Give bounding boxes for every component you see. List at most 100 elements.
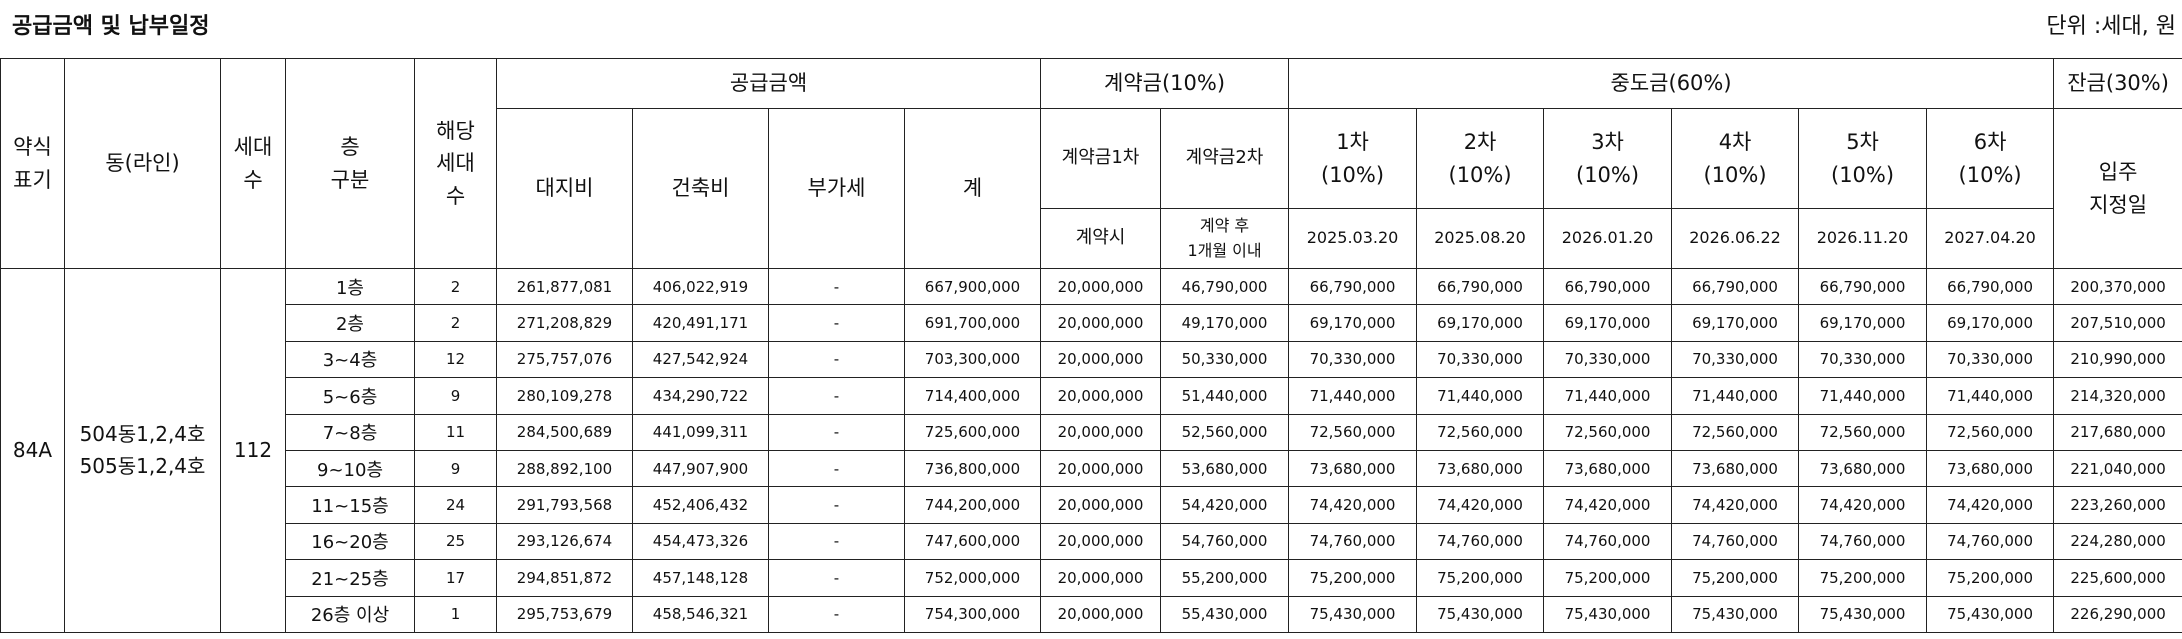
cell-building-cost: 454,473,326 [632,522,769,561]
table-row: 5~6층 9 280,109,278 434,290,722-714,400,000 2… [1,377,2182,415]
cell-floor: 11~15층 [285,486,415,524]
cell-middle-6: 74,420,000 [1926,486,2055,524]
cell-count: 2 [414,267,497,306]
header-supply-amount: 공급금액 [495,58,1042,109]
cell-middle-3: 74,760,000 [1543,522,1673,561]
cell-land-cost: 294,851,872 [496,559,633,597]
cell-middle-6: 66,790,000 [1926,267,2055,306]
cell-land-cost: 261,877,081 [496,267,633,306]
table-row: 16~20층 25 293,126,674 454,473,326-747,600,0… [1,522,2182,561]
header-dong: 동(라인) [64,58,221,269]
table-row: 84A 504동1,2,4호 505동1,2,4호 112 1층 2 261,877,081… [0,267,2182,633]
cell-contract-2: 53,680,000 [1160,449,1290,488]
cell-middle-6: 75,200,000 [1926,559,2055,597]
cell-land-cost: 271,208,829 [496,304,633,342]
cell-middle-3: 73,680,000 [1543,449,1673,488]
cell-building-cost: 434,290,722 [632,377,769,415]
header-middle-4: 4차 (10%) [1671,108,1800,209]
cell-contract-2: 49,170,000 [1160,304,1290,342]
cell-contract-1: 20,000,000 [1040,449,1162,488]
cell-middle-2: 74,760,000 [1416,522,1545,561]
cell-middle-1: 74,760,000 [1288,522,1418,561]
cell-building-cost: 420,491,171 [632,304,769,342]
cell-middle-3: 70,330,000 [1543,340,1673,379]
cell-total: 736,800,000 [903,449,1042,488]
cell-vat: - [768,595,905,633]
cell-dong: 504동1,2,4호 505동1,2,4호 [64,268,221,633]
cell-middle-2: 70,330,000 [1416,340,1545,379]
cell-middle-3: 72,560,000 [1543,413,1673,451]
header-contract-deposit: 계약금(10%) [1040,58,1290,109]
header-abbr: 약식 표기 [0,58,65,269]
cell-count: 1 [414,595,497,633]
cell-total: 703,300,000 [903,340,1042,379]
cell-middle-1: 74,420,000 [1288,486,1418,524]
cell-balance: 207,510,000 [2053,304,2182,342]
cell-balance: 224,280,000 [2053,522,2182,561]
cell-middle-1: 72,560,000 [1288,413,1418,451]
cell-total: 691,700,000 [903,304,1042,342]
cell-middle-1: 71,440,000 [1288,377,1418,415]
cell-balance: 226,290,000 [2053,595,2182,633]
cell-middle-5: 73,680,000 [1798,449,1928,488]
header-middle-date-3: 2026.01.20 [1543,208,1673,269]
cell-middle-4: 66,790,000 [1671,267,1800,306]
header-total: 계 [903,108,1042,269]
header-middle-date-4: 2026.06.22 [1671,208,1800,269]
cell-total: 714,400,000 [903,377,1042,415]
cell-middle-6: 73,680,000 [1926,449,2055,488]
header-contract-1: 계약금1차 [1040,108,1162,209]
cell-abbr: 84A [0,268,65,633]
cell-middle-4: 75,430,000 [1671,595,1800,633]
cell-middle-6: 75,430,000 [1926,595,2055,633]
cell-count: 24 [414,486,497,524]
cell-vat: - [768,304,905,342]
cell-contract-1: 20,000,000 [1040,267,1162,306]
cell-middle-6: 70,330,000 [1926,340,2055,379]
table-row: 11~15층 24 291,793,568 452,406,432-744,200,0… [1,486,2182,524]
cell-middle-6: 74,760,000 [1926,522,2055,561]
cell-balance: 200,370,000 [2053,267,2182,306]
cell-total: 667,900,000 [903,267,1042,306]
cell-balance: 210,990,000 [2053,340,2182,379]
cell-contract-1: 20,000,000 [1040,377,1162,415]
cell-balance: 225,600,000 [2053,559,2182,597]
table-row: 26층 이상 1 295,753,679 458,546,321-754,300,00… [1,595,2182,633]
cell-count: 2 [414,304,497,342]
cell-contract-1: 20,000,000 [1040,522,1162,561]
cell-middle-5: 74,760,000 [1798,522,1928,561]
cell-middle-4: 72,560,000 [1671,413,1800,451]
cell-total: 744,200,000 [903,486,1042,524]
cell-total: 747,600,000 [903,522,1042,561]
cell-middle-6: 69,170,000 [1926,304,2055,342]
cell-middle-5: 72,560,000 [1798,413,1928,451]
cell-middle-4: 71,440,000 [1671,377,1800,415]
cell-building-cost: 447,907,900 [632,449,769,488]
cell-middle-1: 69,170,000 [1288,304,1418,342]
cell-land-cost: 275,757,076 [496,340,633,379]
cell-vat: - [768,522,905,561]
cell-middle-2: 75,200,000 [1416,559,1545,597]
header-middle-3: 3차 (10%) [1543,108,1673,209]
cell-balance: 214,320,000 [2053,377,2182,415]
cell-middle-3: 75,200,000 [1543,559,1673,597]
cell-middle-3: 71,440,000 [1543,377,1673,415]
cell-building-cost: 427,542,924 [632,340,769,379]
cell-vat: - [768,559,905,597]
header-households: 세대 수 [220,58,286,269]
header-middle-date-1: 2025.03.20 [1288,208,1418,269]
cell-middle-2: 71,440,000 [1416,377,1545,415]
cell-contract-2: 55,200,000 [1160,559,1290,597]
header-middle-6: 6차 (10%) [1926,108,2055,209]
header-middle-date-2: 2025.08.20 [1416,208,1545,269]
cell-land-cost: 280,109,278 [496,377,633,415]
header-middle-date-5: 2026.11.20 [1798,208,1928,269]
cell-land-cost: 284,500,689 [496,413,633,451]
cell-floor: 7~8층 [285,413,415,451]
cell-middle-5: 69,170,000 [1798,304,1928,342]
cell-building-cost: 452,406,432 [632,486,769,524]
header-move-in-date: 입주 지정일 [2053,108,2182,269]
cell-contract-1: 20,000,000 [1040,486,1162,524]
header-applicable-households: 해당 세대 수 [414,58,497,269]
unit-label: 단위 :세대, 원 [2046,14,2176,39]
